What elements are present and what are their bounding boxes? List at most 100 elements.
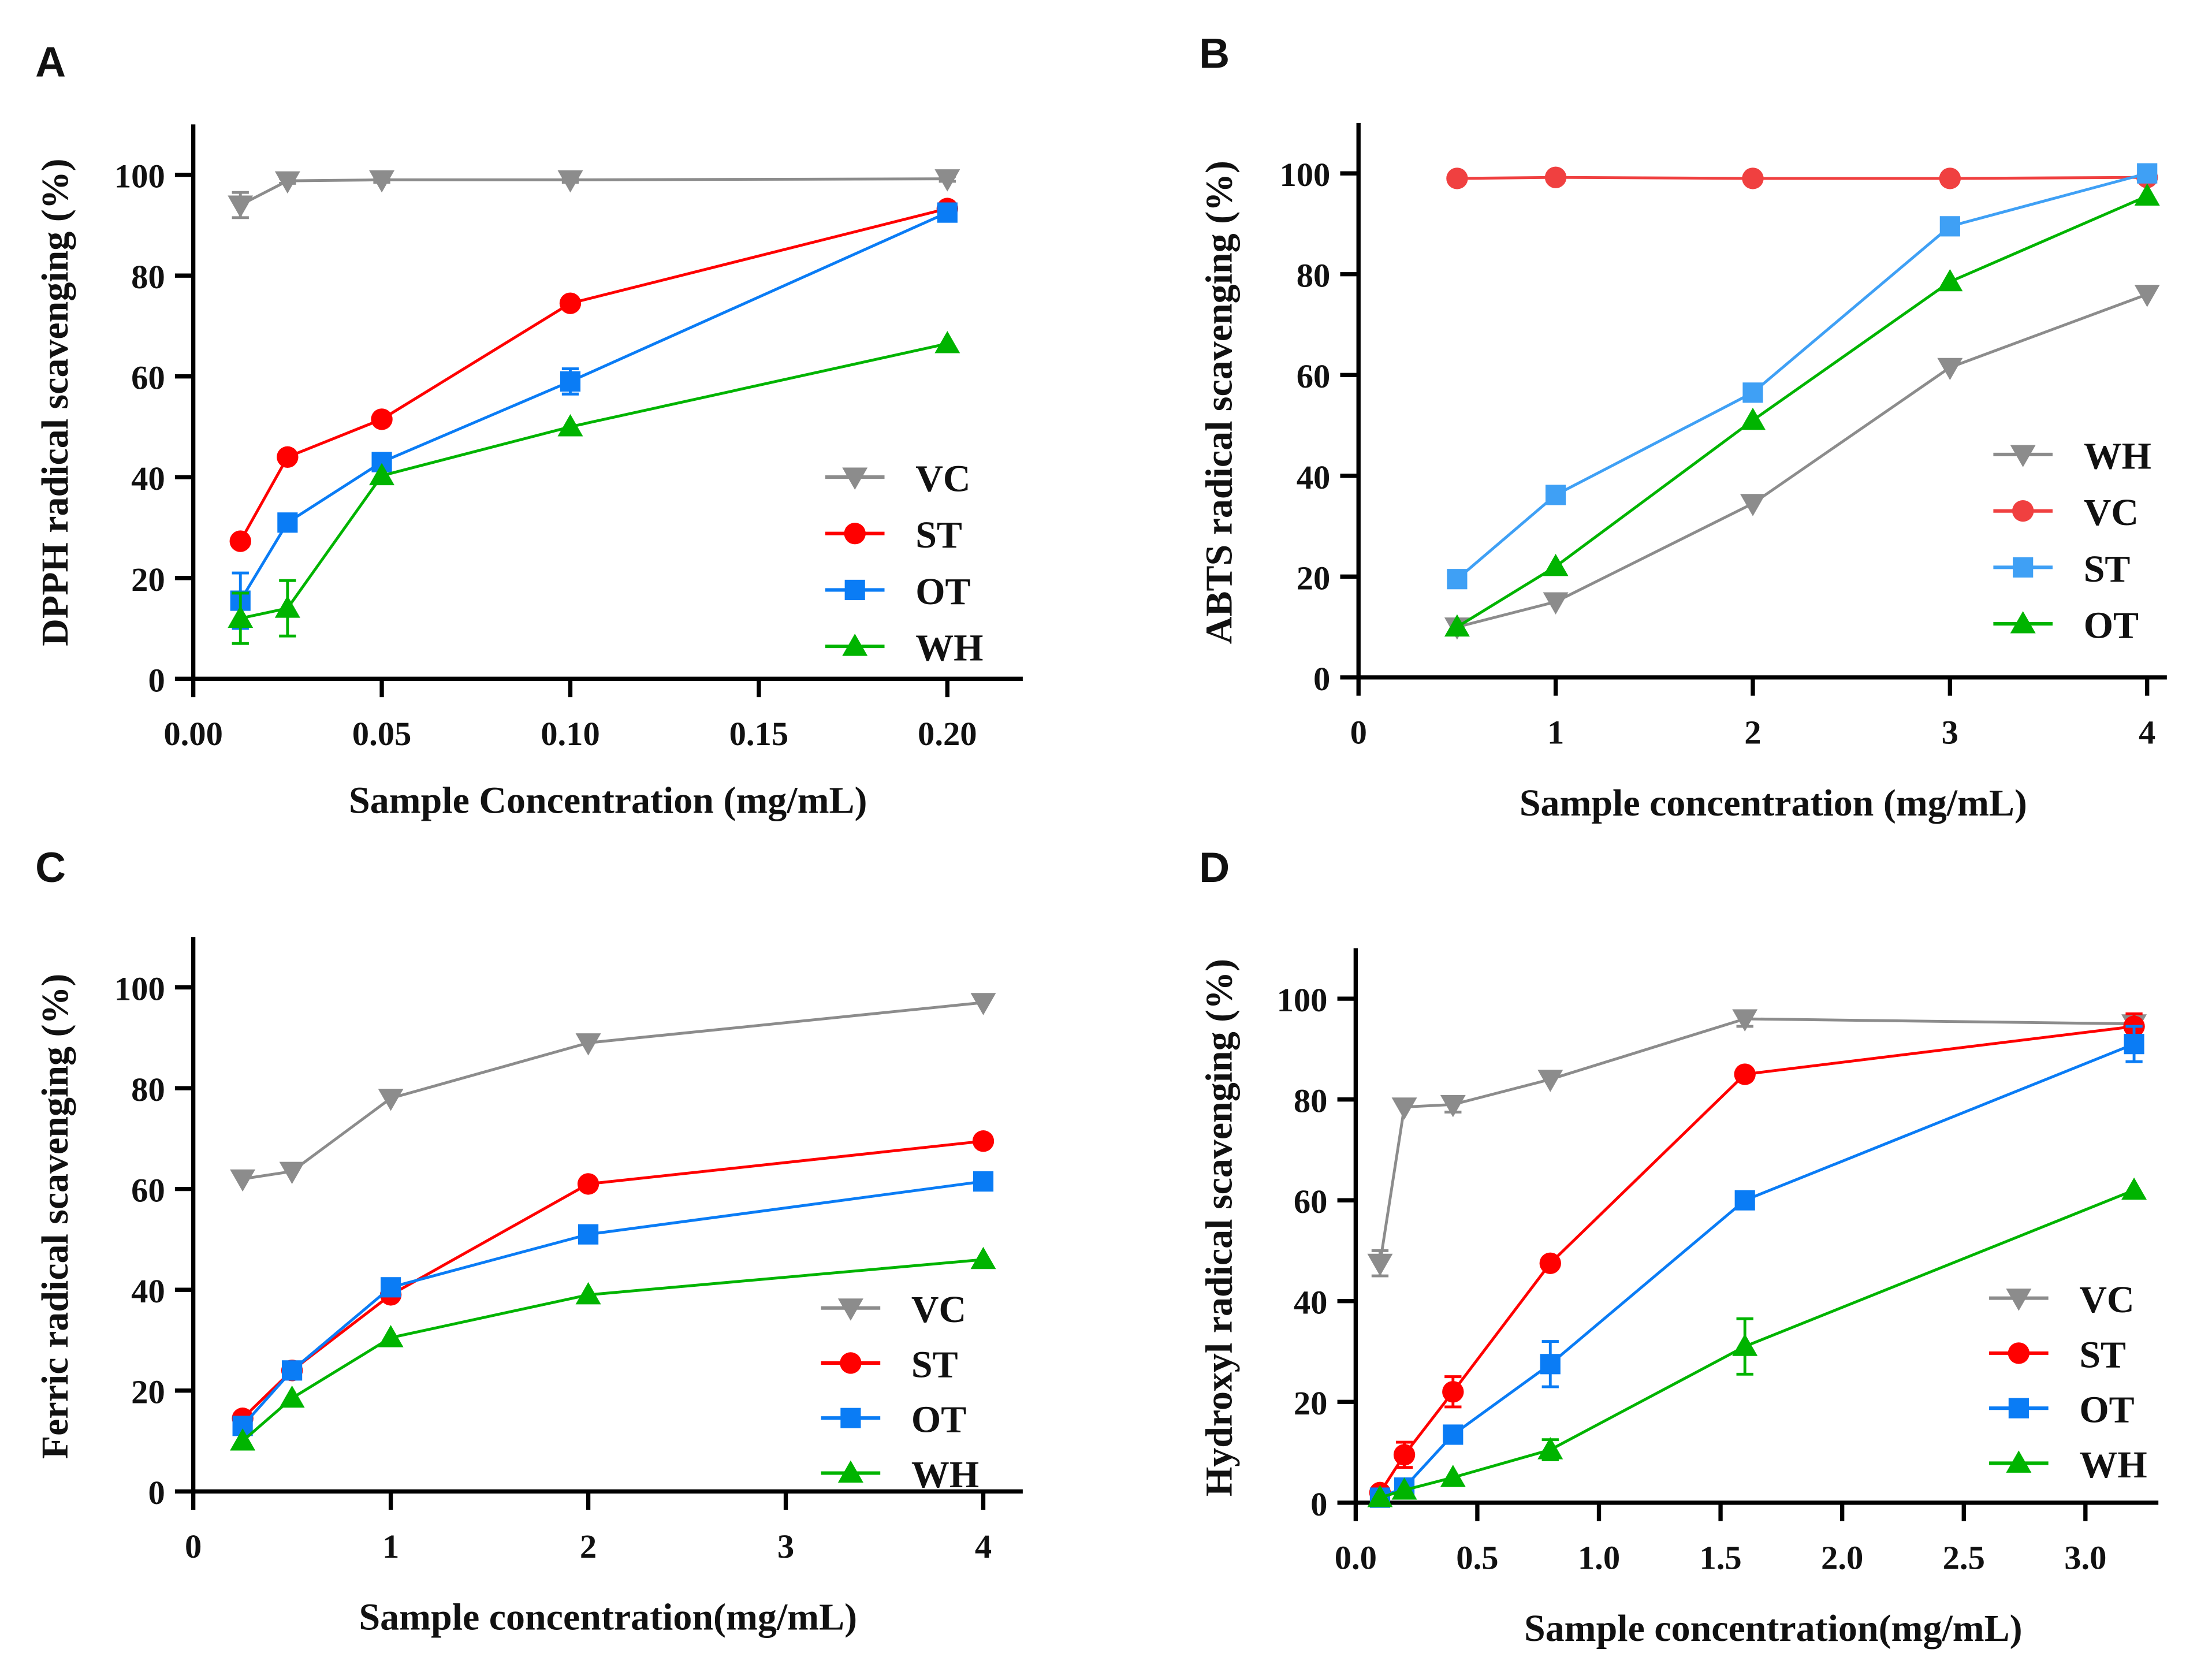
x-tick-label: 1.0 <box>1578 1539 1620 1577</box>
triangle-down-marker <box>1440 1094 1466 1118</box>
square-marker <box>937 202 958 223</box>
triangle-up-marker <box>1732 1334 1758 1356</box>
x-tick-label: 2.0 <box>1821 1539 1863 1577</box>
series-line <box>1379 1017 2135 1264</box>
legend-label: VC <box>2079 1279 2134 1321</box>
y-tick-label: 60 <box>1294 1183 1328 1220</box>
triangle-up-marker <box>378 1325 404 1347</box>
y-tick-label: 100 <box>114 970 165 1008</box>
square-marker <box>277 512 298 533</box>
x-tick-label: 0.20 <box>918 715 977 753</box>
x-tick-label: 0.10 <box>541 715 600 753</box>
y-tick-label: 20 <box>1294 1384 1328 1422</box>
y-tick-label: 60 <box>131 1172 165 1209</box>
triangle-down-marker <box>842 467 868 490</box>
x-tick-label: 2 <box>580 1528 597 1565</box>
legend-label: OT <box>2079 1389 2134 1431</box>
x-tick-label: 0.05 <box>352 715 412 753</box>
x-tick-label: 3 <box>1942 714 1958 751</box>
x-axis-title: Sample Concentration (mg/mL) <box>349 779 867 821</box>
legend-label: VC <box>915 457 970 500</box>
triangle-up-marker <box>1543 553 1569 576</box>
legend-item-wh: WH <box>1993 435 2151 477</box>
square-marker <box>1734 1190 1755 1211</box>
legend-item-ot: OT <box>825 571 971 613</box>
series-ot <box>232 1171 994 1436</box>
y-tick-label: 60 <box>1297 358 1331 395</box>
y-axis-title: DPPH radical scavenging (%) <box>34 158 76 646</box>
legend-label: ST <box>911 1343 958 1386</box>
legend-item-vc: VC <box>1989 1279 2135 1321</box>
x-tick-label: 2 <box>1744 714 1761 751</box>
series-line <box>241 1258 984 1442</box>
series-st <box>1447 163 2158 590</box>
triangle-up-marker <box>934 331 960 353</box>
x-tick-label: 1 <box>382 1528 399 1565</box>
y-tick-label: 80 <box>131 1071 165 1108</box>
triangle-down-marker <box>837 1298 863 1321</box>
triangle-down-marker <box>970 993 996 1015</box>
y-tick-label: 100 <box>114 158 165 195</box>
panel-letter: C <box>35 844 66 891</box>
circle-marker <box>972 1130 995 1152</box>
x-tick-label: 3.0 <box>2064 1539 2106 1577</box>
triangle-down-marker <box>1367 1253 1393 1276</box>
y-axis-title: Hydroxyl radical scavenging (%) <box>1198 959 1240 1496</box>
legend-label: VC <box>2084 492 2139 534</box>
series-line <box>1379 1025 2135 1494</box>
legend-label: WH <box>2084 435 2151 477</box>
series-line <box>239 207 948 542</box>
series-ot <box>1369 1025 2144 1508</box>
triangle-up-marker <box>1440 1465 1466 1487</box>
triangle-up-marker <box>369 463 395 486</box>
triangle-down-marker <box>1537 1070 1563 1092</box>
triangle-down-marker <box>2006 1289 2032 1311</box>
square-marker <box>2008 1398 2029 1418</box>
legend-item-wh: WH <box>1989 1444 2147 1486</box>
series-wh <box>228 331 960 645</box>
circle-marker <box>229 530 251 552</box>
x-tick-label: 0 <box>1350 714 1367 751</box>
series-line <box>241 1180 984 1427</box>
triangle-up-marker <box>1937 269 1963 292</box>
triangle-up-marker <box>274 595 300 618</box>
circle-marker <box>844 523 866 545</box>
y-tick-label: 60 <box>131 359 165 397</box>
circle-marker <box>577 1173 599 1195</box>
series-ot <box>230 202 958 630</box>
y-tick-label: 20 <box>1297 559 1331 597</box>
square-marker <box>578 1224 599 1245</box>
square-marker <box>1939 216 1960 237</box>
series-st <box>232 1130 995 1429</box>
circle-marker <box>1544 166 1567 188</box>
triangle-up-marker <box>1444 614 1470 637</box>
legend-label: WH <box>2079 1444 2147 1486</box>
panel-letter: D <box>1199 844 1230 891</box>
circle-marker <box>277 446 299 468</box>
triangle-down-marker <box>1937 358 1963 381</box>
series-line <box>1456 172 2148 580</box>
triangle-up-marker <box>279 1385 305 1408</box>
triangle-up-marker <box>2010 611 2036 634</box>
circle-marker <box>1446 167 1468 189</box>
triangle-down-marker <box>575 1033 601 1056</box>
square-marker <box>1546 485 1566 505</box>
x-tick-label: 0.00 <box>163 715 223 753</box>
series-vc <box>1446 166 2158 189</box>
y-tick-label: 40 <box>1294 1284 1328 1321</box>
series-line <box>241 1140 984 1420</box>
circle-marker <box>840 1352 862 1374</box>
triangle-down-marker <box>279 1161 305 1185</box>
y-tick-label: 20 <box>131 1373 165 1411</box>
x-axis-title: Sample concentration(mg/mL) <box>359 1596 857 1639</box>
legend-item-st: ST <box>821 1343 958 1386</box>
y-tick-label: 40 <box>1297 459 1331 496</box>
x-axis-title: Sample concentration (mg/mL) <box>1520 782 2027 824</box>
y-tick-label: 20 <box>131 561 165 598</box>
series-st <box>1369 1012 2145 1504</box>
y-tick-label: 40 <box>131 460 165 497</box>
legend-item-wh: WH <box>821 1454 979 1496</box>
